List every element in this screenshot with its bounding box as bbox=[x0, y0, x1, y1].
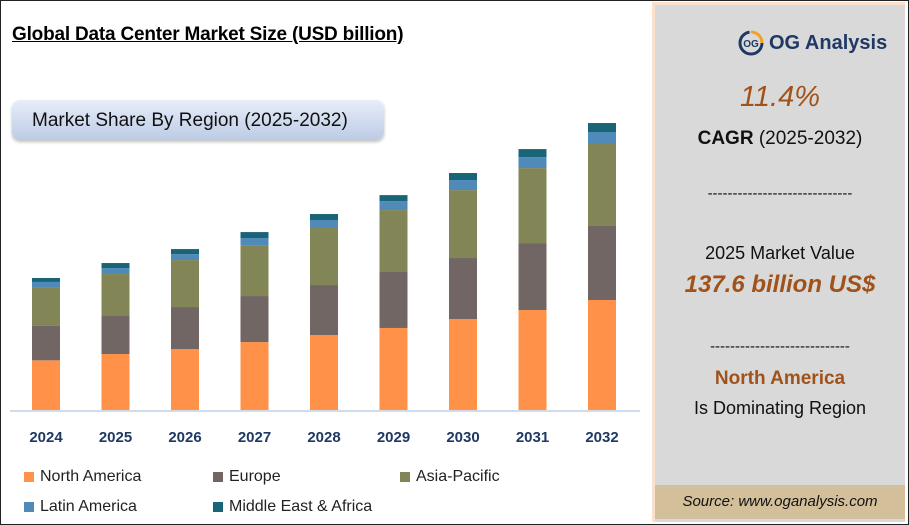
bar-segment-europe-2029 bbox=[379, 272, 408, 328]
bar-segment-latin-america-2030 bbox=[449, 180, 477, 191]
bar-segment-middle-east-africa-2030 bbox=[449, 173, 477, 181]
bar-segment-middle-east-africa-2027 bbox=[240, 232, 269, 239]
logo-icon: OG bbox=[738, 30, 764, 56]
x-tick-label: 2028 bbox=[307, 429, 340, 446]
bar-segment-north-america-2026 bbox=[171, 349, 199, 410]
bar-segment-latin-america-2031 bbox=[518, 157, 547, 169]
dominating-region-label: Is Dominating Region bbox=[693, 398, 867, 418]
x-tick-label: 2029 bbox=[377, 429, 410, 446]
legend-swatch bbox=[213, 502, 223, 512]
stacked-bar-chart: 2024 2025 2026 2027 2028 2029 2030 2031 2032 bbox=[10, 123, 640, 446]
x-tick-label: 2027 bbox=[238, 429, 271, 446]
legend-item: Middle East & Africa bbox=[213, 498, 372, 516]
bar-segment-latin-america-2024 bbox=[32, 281, 60, 288]
bar-segment-latin-america-2025 bbox=[101, 268, 130, 275]
bar-segment-middle-east-africa-2024 bbox=[32, 277, 60, 282]
bar-segment-middle-east-africa-2029 bbox=[379, 195, 408, 202]
bar-segment-europe-2024 bbox=[32, 325, 60, 361]
bar-segment-latin-america-2032 bbox=[588, 131, 616, 143]
bar-segment-middle-east-africa-2025 bbox=[101, 263, 130, 269]
legend-swatch bbox=[213, 472, 223, 482]
bar-segment-asia-pacific-2027 bbox=[240, 245, 269, 297]
bar-segment-asia-pacific-2030 bbox=[449, 190, 477, 259]
legend-label: Asia-Pacific bbox=[416, 468, 500, 485]
bar-segment-europe-2031 bbox=[518, 243, 547, 311]
legend-label: Europe bbox=[229, 468, 281, 485]
bar-segment-north-america-2031 bbox=[518, 310, 547, 410]
divider: ----------------------------- bbox=[707, 185, 853, 202]
legend-label: Middle East & Africa bbox=[229, 498, 373, 515]
x-tick-label: 2025 bbox=[99, 429, 132, 446]
x-tick-label: 2030 bbox=[446, 429, 479, 446]
bar-segment-asia-pacific-2029 bbox=[379, 210, 408, 273]
bar-segment-north-america-2032 bbox=[588, 299, 616, 410]
bar-segment-middle-east-africa-2031 bbox=[518, 149, 547, 158]
legend-item: Europe bbox=[213, 468, 281, 486]
bar-segment-latin-america-2026 bbox=[171, 254, 199, 261]
legend-item: Asia-Pacific bbox=[400, 468, 500, 486]
bar-segment-asia-pacific-2025 bbox=[101, 274, 130, 317]
legend-swatch bbox=[24, 502, 34, 512]
bar-segment-europe-2028 bbox=[310, 285, 338, 336]
bar-segment-asia-pacific-2031 bbox=[518, 168, 547, 244]
bar-segment-north-america-2025 bbox=[101, 354, 130, 410]
bar-segment-europe-2030 bbox=[449, 258, 477, 320]
bar-segment-latin-america-2029 bbox=[379, 201, 408, 211]
source-text: Source: www.oganalysis.com bbox=[655, 485, 905, 519]
bar-segment-latin-america-2027 bbox=[240, 238, 269, 246]
bar-segment-asia-pacific-2026 bbox=[171, 260, 199, 308]
svg-text:OG: OG bbox=[743, 39, 759, 50]
bar-segment-north-america-2027 bbox=[240, 342, 269, 410]
x-tick-label: 2032 bbox=[585, 429, 618, 446]
bar-segment-north-america-2024 bbox=[32, 360, 60, 410]
market-value: 137.6 billion US$ bbox=[684, 271, 876, 298]
divider: ---------------------------- bbox=[710, 338, 850, 355]
bar-segment-asia-pacific-2028 bbox=[310, 228, 338, 286]
legend-label: North America bbox=[40, 468, 142, 485]
bar-segment-europe-2027 bbox=[240, 296, 269, 343]
legend-swatch bbox=[24, 472, 34, 482]
cagr-period: (2025-2032) bbox=[758, 128, 863, 149]
bar-segment-north-america-2029 bbox=[379, 327, 408, 410]
bar-segment-asia-pacific-2024 bbox=[32, 287, 60, 326]
summary-panel: OG OG Analysis 11.4% CAGR (2025-2032) --… bbox=[652, 2, 905, 522]
bar-segment-middle-east-africa-2028 bbox=[310, 214, 338, 221]
bar-segment-asia-pacific-2032 bbox=[588, 143, 616, 226]
dominating-region: North America bbox=[714, 368, 846, 389]
bar-segment-middle-east-africa-2032 bbox=[588, 123, 616, 132]
bar-segment-europe-2025 bbox=[101, 316, 130, 355]
bar-segment-north-america-2030 bbox=[449, 319, 477, 410]
chart-subtitle: Market Share By Region (2025-2032) bbox=[12, 100, 384, 140]
bar-segment-north-america-2028 bbox=[310, 335, 338, 410]
legend-item: North America bbox=[24, 468, 141, 486]
market-value-label: 2025 Market Value bbox=[705, 243, 855, 263]
x-tick-label: 2026 bbox=[168, 429, 201, 446]
x-tick-label: 2024 bbox=[29, 429, 63, 446]
og-analysis-logo: OG OG Analysis bbox=[737, 29, 887, 57]
bar-segment-europe-2032 bbox=[588, 225, 616, 300]
cagr-line: CAGR (2025-2032) bbox=[655, 128, 905, 150]
legend-label: Latin America bbox=[40, 498, 137, 515]
cagr-value: 11.4% bbox=[739, 81, 821, 113]
legend-item: Latin America bbox=[24, 498, 137, 516]
bar-segment-europe-2026 bbox=[171, 307, 199, 350]
bar-segment-latin-america-2028 bbox=[310, 220, 338, 229]
chart-title: Global Data Center Market Size (USD bill… bbox=[12, 24, 404, 45]
logo-text: OG Analysis bbox=[769, 31, 888, 54]
legend-swatch bbox=[400, 472, 410, 482]
bar-segment-middle-east-africa-2026 bbox=[171, 249, 199, 255]
cagr-label: CAGR bbox=[697, 128, 754, 149]
x-tick-label: 2031 bbox=[516, 429, 549, 446]
